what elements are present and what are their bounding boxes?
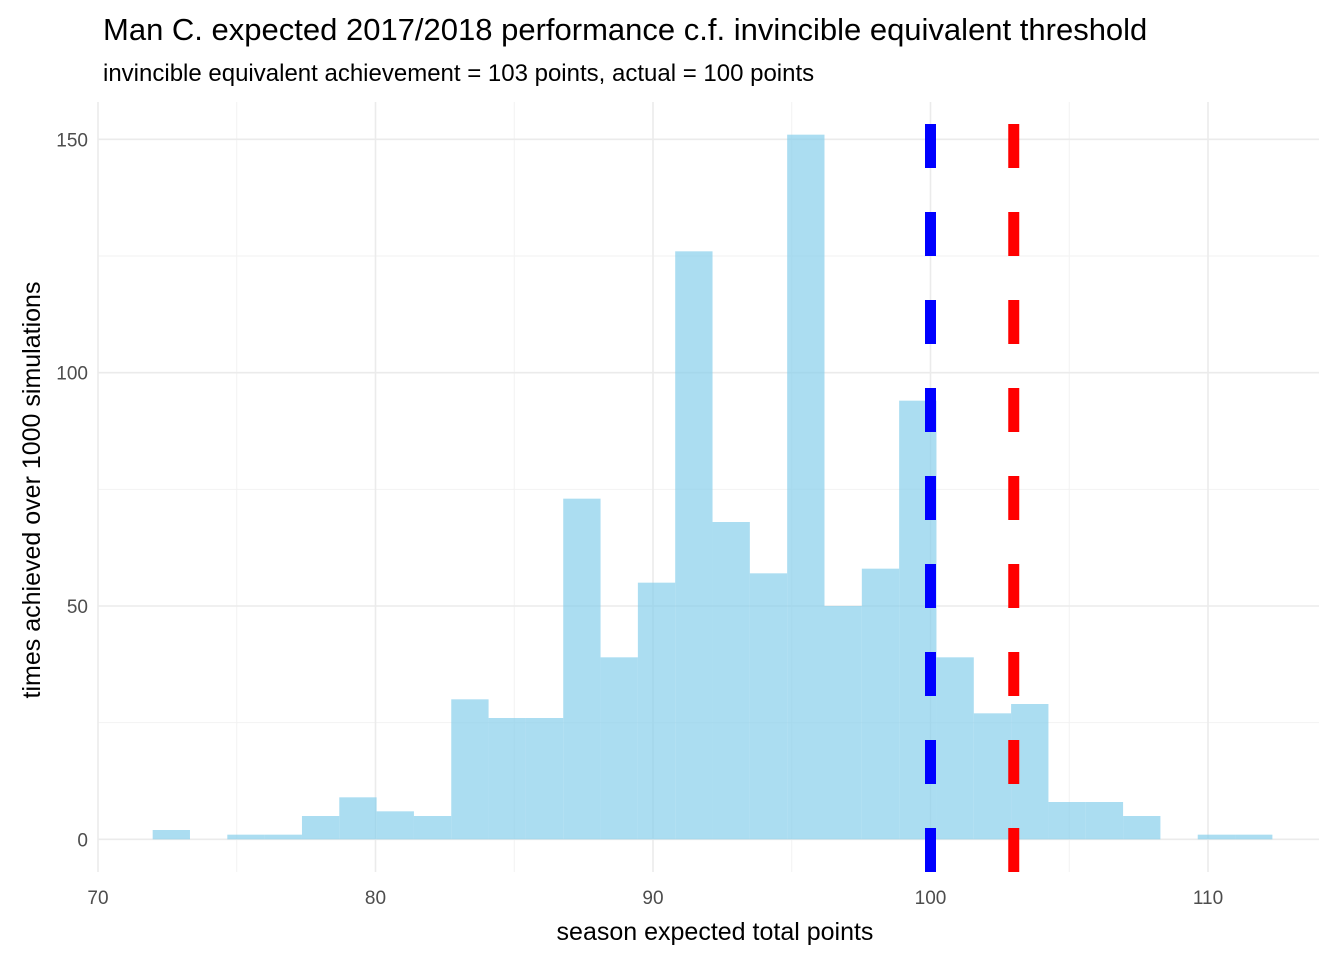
histogram-bar [264,834,302,840]
histogram-bar [525,718,564,840]
y-axis-ticks: 0 50 100 150 [56,130,88,851]
y-tick-label: 50 [67,597,88,618]
histogram-bar [973,713,1012,840]
x-tick-label: 70 [87,888,108,909]
histogram-bar [413,816,452,840]
x-axis-title: season expected total points [557,918,874,946]
histogram-bar [1085,802,1124,840]
histogram-bar [451,699,489,840]
histogram-bar [675,251,713,840]
histogram-bar [749,573,788,840]
y-tick-label: 150 [56,130,88,151]
histogram-bar [152,830,190,840]
histogram-bar [936,657,974,840]
histogram-bar [1235,834,1273,840]
histogram-bar [861,568,900,840]
histogram-bar [563,498,601,840]
histogram-bar [600,657,638,840]
histogram-bars [152,134,1273,840]
reference-lines [925,124,1020,872]
x-tick-label: 80 [365,888,386,909]
histogram-bar [339,797,377,840]
histogram-bar [1197,834,1236,840]
x-tick-label: 110 [1193,888,1223,909]
chart-subtitle: invincible equivalent achievement = 103 … [103,60,815,87]
y-tick-label: 100 [56,364,88,385]
x-tick-label: 90 [642,888,663,909]
histogram-bar [824,606,862,840]
chart-title: Man C. expected 2017/2018 performance c.… [103,12,1148,47]
y-tick-label: 0 [77,830,88,851]
histogram-bar [227,834,265,840]
histogram-bar [712,522,750,840]
histogram-bar [1123,816,1161,840]
histogram-bar [376,811,414,840]
x-tick-label: 100 [915,888,947,909]
histogram-bar [301,816,340,840]
x-axis-ticks: 70 80 90 100 110 [87,888,1223,909]
histogram-bar [637,582,676,840]
histogram-bar [488,718,526,840]
histogram-bar [1048,802,1086,840]
histogram-bar [787,134,825,840]
y-axis-title: times achieved over 1000 simulations [18,282,46,699]
